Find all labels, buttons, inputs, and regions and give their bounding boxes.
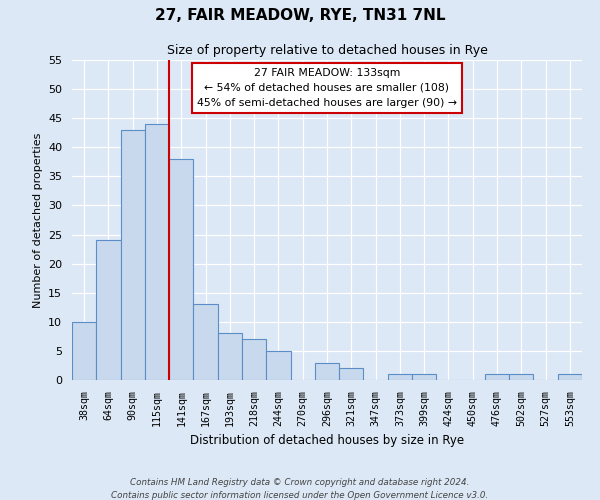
Title: Size of property relative to detached houses in Rye: Size of property relative to detached ho… <box>167 44 487 58</box>
Bar <box>266 351 290 380</box>
Bar <box>121 130 145 380</box>
Bar <box>145 124 169 380</box>
Bar <box>72 322 96 380</box>
Bar <box>315 362 339 380</box>
Text: 27, FAIR MEADOW, RYE, TN31 7NL: 27, FAIR MEADOW, RYE, TN31 7NL <box>155 8 445 22</box>
Text: 27 FAIR MEADOW: 133sqm
← 54% of detached houses are smaller (108)
45% of semi-de: 27 FAIR MEADOW: 133sqm ← 54% of detached… <box>197 68 457 108</box>
Text: Contains HM Land Registry data © Crown copyright and database right 2024.
Contai: Contains HM Land Registry data © Crown c… <box>112 478 488 500</box>
Bar <box>485 374 509 380</box>
Y-axis label: Number of detached properties: Number of detached properties <box>32 132 43 308</box>
Bar <box>96 240 121 380</box>
Bar <box>169 159 193 380</box>
Bar <box>388 374 412 380</box>
Bar <box>193 304 218 380</box>
X-axis label: Distribution of detached houses by size in Rye: Distribution of detached houses by size … <box>190 434 464 447</box>
Bar <box>558 374 582 380</box>
Bar <box>412 374 436 380</box>
Bar <box>509 374 533 380</box>
Bar <box>339 368 364 380</box>
Bar <box>242 340 266 380</box>
Bar <box>218 334 242 380</box>
